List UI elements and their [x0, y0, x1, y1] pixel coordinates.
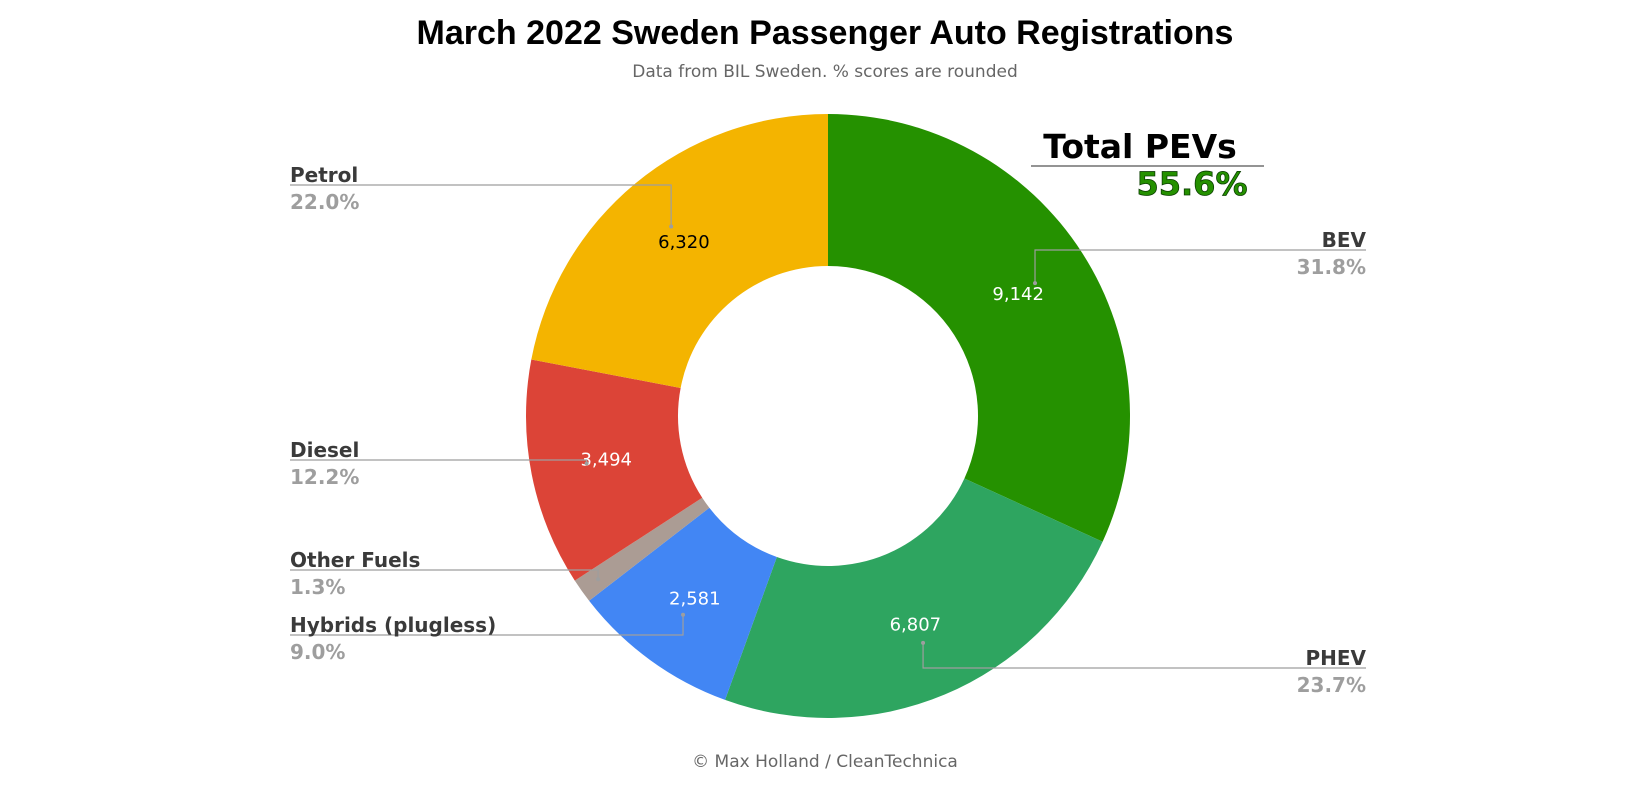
callout-percent-petrol: 22.0%: [290, 190, 359, 214]
leader-dot-phev: [921, 640, 926, 645]
value-label-hybrids-plugless: 2,581: [669, 589, 721, 610]
leader-lines-group: [290, 184, 1366, 669]
value-label-bev: 9,142: [992, 284, 1044, 305]
slice-hybrids-plugless: [589, 507, 777, 700]
leader-line-other-fuels: [290, 569, 599, 580]
callout-percent-diesel: 12.2%: [290, 465, 359, 489]
chart-subtitle: Data from BIL Sweden. % scores are round…: [632, 62, 1018, 82]
leader-dot-hybrids-plugless: [681, 612, 686, 617]
slice-petrol: [531, 114, 828, 388]
leader-line-petrol: [290, 184, 672, 227]
slice-diesel: [526, 359, 703, 581]
value-label-diesel: 3,494: [580, 450, 632, 471]
leader-line-bev: [1034, 249, 1366, 284]
slices-group: [526, 114, 1130, 719]
callout-percent-bev: 31.8%: [1297, 255, 1366, 279]
value-label-petrol: 6,320: [658, 232, 710, 253]
callout-label-diesel: Diesel: [290, 438, 359, 462]
callout-label-phev: PHEV: [1305, 646, 1366, 670]
callout-label-hybrids-plugless: Hybrids (plugless): [290, 613, 496, 637]
slice-phev: [725, 478, 1103, 719]
value-label-phev: 6,807: [890, 614, 942, 635]
leader-dot-petrol: [669, 224, 674, 229]
value-labels-group: 9,142 6,807 2,581 3,494 6,320: [580, 232, 1043, 636]
callout-label-petrol: Petrol: [290, 163, 358, 187]
leader-dot-other-fuels: [596, 577, 601, 582]
total-pevs-annotation: Total PEVs 55.6%: [1031, 127, 1264, 203]
slice-bev: [828, 114, 1130, 542]
leader-line-hybrids-plugless: [290, 614, 684, 636]
callout-label-bev: BEV: [1322, 228, 1367, 252]
callout-percent-phev: 23.7%: [1297, 673, 1366, 697]
chart-footer: © Max Holland / CleanTechnica: [692, 752, 958, 772]
leader-dot-diesel: [584, 461, 589, 466]
callout-percent-hybrids-plugless: 9.0%: [290, 640, 345, 664]
slice-other-fuels: [574, 497, 710, 601]
leader-dot-bev: [1033, 281, 1038, 286]
callout-labels-group: BEV 31.8% PHEV 23.7% Hybrids (plugless) 9.0% O…: [290, 163, 1367, 697]
leader-line-phev: [922, 642, 1366, 669]
callout-percent-other-fuels: 1.3%: [290, 575, 345, 599]
annotation-value: 55.6%: [1136, 165, 1247, 203]
chart-title: March 2022 Sweden Passenger Auto Registr…: [416, 14, 1234, 52]
annotation-label: Total PEVs: [1043, 127, 1237, 166]
callout-label-other-fuels: Other Fuels: [290, 548, 420, 572]
